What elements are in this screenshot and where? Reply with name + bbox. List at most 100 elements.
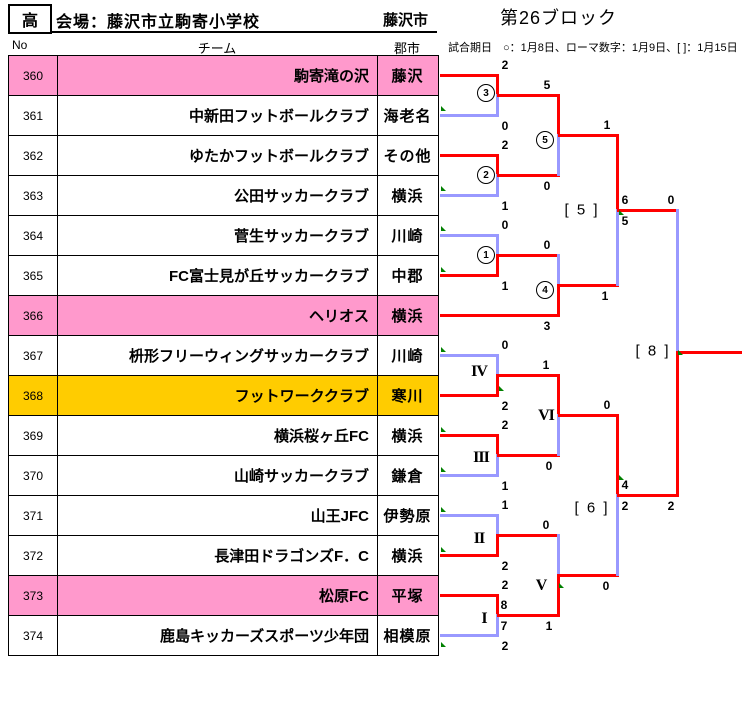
column-header-no: No bbox=[12, 38, 28, 52]
score-label: 1 bbox=[603, 118, 611, 132]
team-name: 松原FC bbox=[58, 576, 378, 615]
loser-line bbox=[496, 354, 499, 376]
loser-line bbox=[496, 514, 499, 536]
match-label-circled: 5 bbox=[536, 131, 554, 149]
winner-line bbox=[440, 394, 499, 397]
match-label-bracketed: [ 8 ] bbox=[635, 342, 671, 360]
winner-line bbox=[616, 134, 619, 211]
loser-line bbox=[557, 534, 560, 576]
match-label-roman: V bbox=[535, 577, 548, 594]
score-label: 1 bbox=[501, 279, 509, 293]
winner-line bbox=[558, 284, 619, 287]
loser-line bbox=[440, 514, 499, 517]
team-number: 367 bbox=[9, 336, 58, 375]
loser-line bbox=[496, 94, 499, 116]
score-label: 1 bbox=[501, 498, 509, 512]
match-label-roman: VI bbox=[538, 407, 555, 424]
table-row: 364 菅生サッカークラブ 川崎 bbox=[9, 216, 438, 256]
winner-line bbox=[497, 254, 560, 257]
team-city: 川崎 bbox=[391, 228, 424, 245]
header-underline bbox=[50, 31, 437, 33]
score-label: 0 bbox=[545, 459, 553, 473]
loser-line bbox=[557, 414, 560, 456]
score-label: 1 bbox=[501, 479, 509, 493]
score-label: 2 bbox=[501, 58, 509, 72]
score-label: 2 bbox=[501, 559, 509, 573]
winner-line bbox=[440, 154, 499, 157]
winner-line bbox=[496, 434, 499, 456]
score-label: 0 bbox=[603, 398, 611, 412]
column-header-city: 郡市 bbox=[393, 41, 420, 56]
winner-line bbox=[440, 74, 499, 77]
team-number: 372 bbox=[9, 536, 58, 575]
match-label-roman: I bbox=[481, 610, 487, 627]
team-city: その他 bbox=[383, 148, 432, 165]
comment-marker bbox=[441, 642, 446, 647]
team-number: 362 bbox=[9, 136, 58, 175]
comment-marker bbox=[619, 475, 624, 480]
table-row: 369 横浜桜ヶ丘FC 横浜 bbox=[9, 416, 438, 456]
comment-marker bbox=[441, 547, 446, 552]
comment-marker bbox=[678, 350, 683, 355]
match-label-bracketed: [ 6 ] bbox=[574, 499, 610, 517]
table-row: 368 フットワーククラブ 寒川 bbox=[9, 376, 438, 416]
score-label: 7 bbox=[500, 619, 508, 633]
comment-marker bbox=[499, 386, 504, 391]
table-row: 361 中新田フットボールクラブ 海老名 bbox=[9, 96, 438, 136]
team-number: 360 bbox=[9, 56, 58, 95]
loser-line bbox=[440, 354, 499, 357]
score-label: 0 bbox=[501, 218, 509, 232]
team-city: 横浜 bbox=[391, 308, 424, 325]
column-header-team: チーム bbox=[197, 41, 237, 56]
loser-line bbox=[676, 209, 679, 353]
team-name: 公田サッカークラブ bbox=[58, 176, 378, 215]
table-row: 362 ゆたかフットボールクラブ その他 bbox=[9, 136, 438, 176]
loser-line bbox=[496, 614, 499, 636]
loser-line bbox=[616, 209, 619, 286]
team-number: 364 bbox=[9, 216, 58, 255]
team-name: 菅生サッカークラブ bbox=[58, 216, 378, 255]
team-number: 368 bbox=[9, 376, 58, 415]
score-label: 5 bbox=[543, 78, 551, 92]
comment-marker bbox=[441, 226, 446, 231]
loser-line bbox=[557, 254, 560, 286]
team-number: 373 bbox=[9, 576, 58, 615]
grade-badge: 高 bbox=[8, 4, 52, 34]
team-number: 361 bbox=[9, 96, 58, 135]
score-label: 4 bbox=[621, 478, 629, 492]
team-city: 平塚 bbox=[391, 588, 424, 605]
winner-line bbox=[676, 351, 679, 496]
winner-line bbox=[558, 134, 619, 137]
team-name: 駒寄滝の沢 bbox=[58, 56, 378, 95]
score-label: 1 bbox=[545, 619, 553, 633]
winner-line bbox=[496, 74, 499, 96]
team-name: 山王JFC bbox=[58, 496, 378, 535]
venue-title: 会場：藤沢市立駒寄小学校 bbox=[56, 14, 261, 31]
score-label: 2 bbox=[501, 578, 509, 592]
score-label: 5 bbox=[621, 214, 629, 228]
comment-marker bbox=[559, 583, 564, 588]
match-label-circled: 3 bbox=[477, 84, 495, 102]
winner-line bbox=[496, 594, 499, 616]
score-label: 1 bbox=[501, 199, 509, 213]
score-label: 2 bbox=[501, 639, 509, 653]
winner-line bbox=[557, 284, 560, 316]
winner-line bbox=[496, 534, 499, 556]
winner-line bbox=[440, 274, 499, 277]
winner-line bbox=[496, 154, 499, 176]
winner-line bbox=[496, 254, 499, 276]
loser-line bbox=[440, 194, 499, 197]
team-name: 長津田ドラゴンズF．C bbox=[58, 536, 378, 575]
team-number: 370 bbox=[9, 456, 58, 495]
loser-line bbox=[440, 234, 499, 237]
winner-line bbox=[440, 554, 499, 557]
team-name: 中新田フットボールクラブ bbox=[58, 96, 378, 135]
loser-line bbox=[440, 474, 499, 477]
score-label: 0 bbox=[602, 579, 610, 593]
loser-line bbox=[616, 494, 619, 576]
score-label: 0 bbox=[501, 338, 509, 352]
team-name: ゆたかフットボールクラブ bbox=[58, 136, 378, 175]
winner-line bbox=[497, 94, 560, 97]
team-name: 枡形フリーウィングサッカークラブ bbox=[58, 336, 378, 375]
team-name: ヘリオス bbox=[58, 296, 378, 335]
